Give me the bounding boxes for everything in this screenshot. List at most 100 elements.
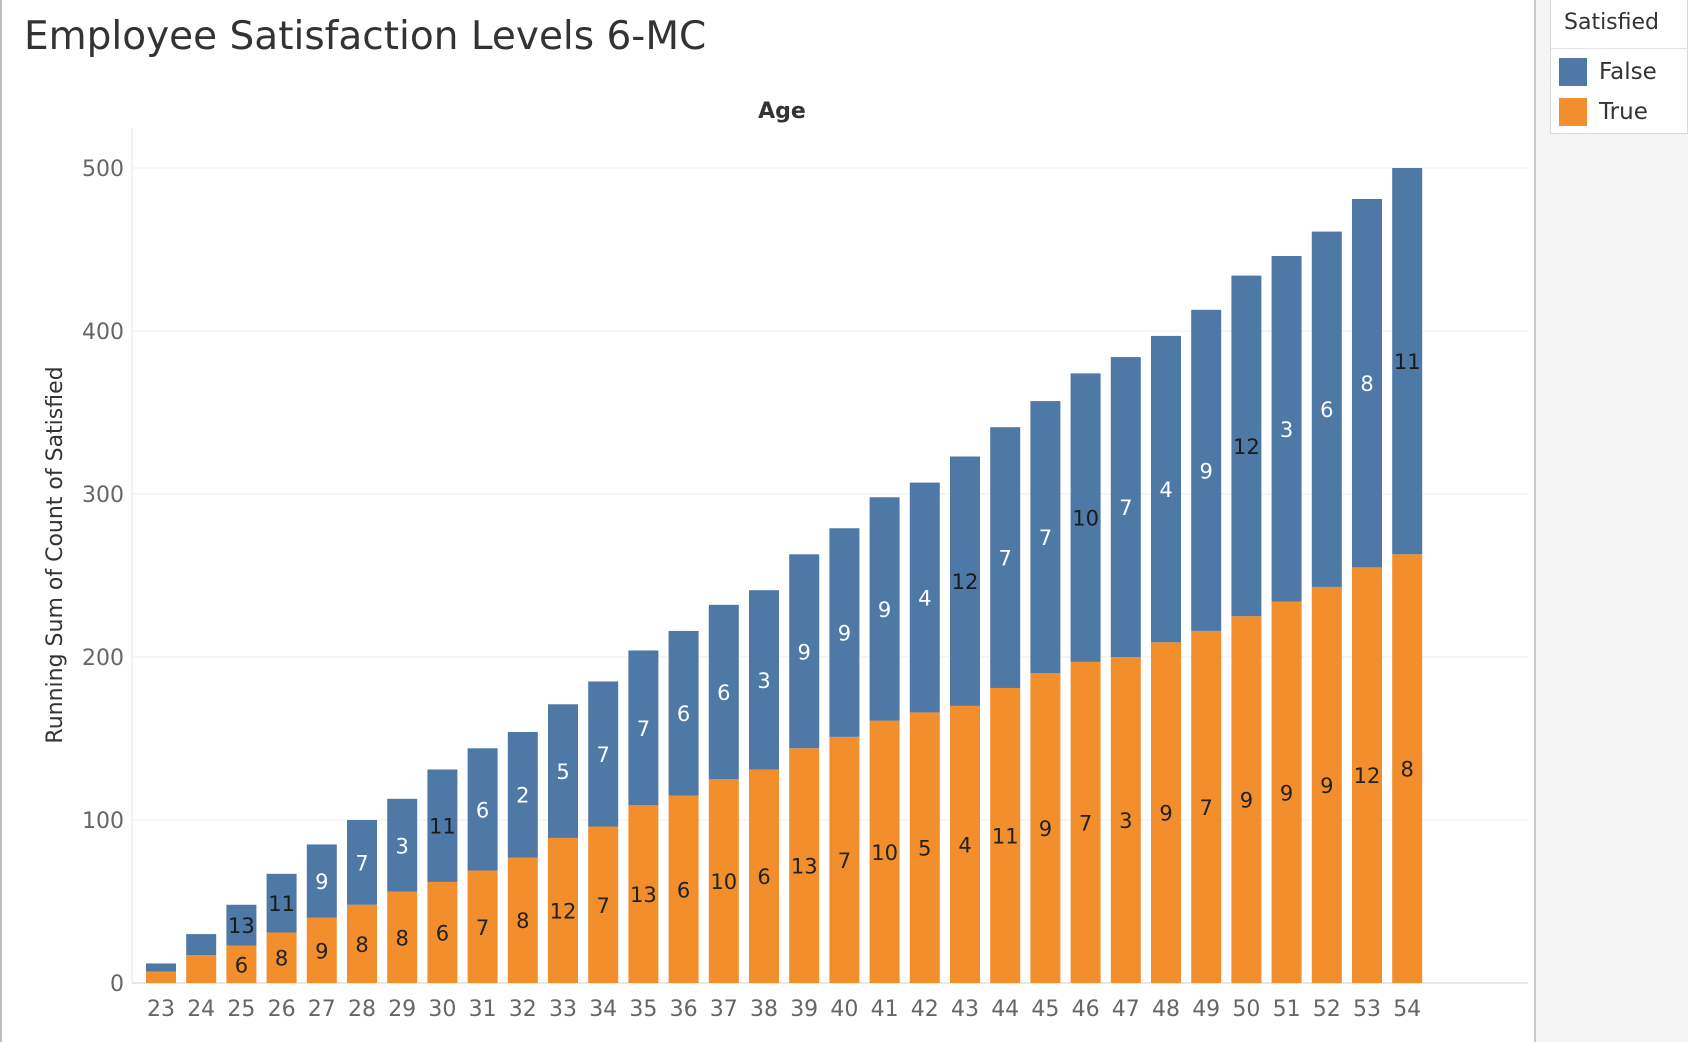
bar-false[interactable]: [1271, 256, 1302, 602]
bar-false[interactable]: [1151, 335, 1181, 643]
bar-false[interactable]: [789, 554, 820, 749]
bar-true[interactable]: [1352, 567, 1382, 983]
bar-true[interactable]: [548, 837, 578, 983]
data-label-true: 8: [355, 933, 368, 957]
bar-true[interactable]: [146, 971, 176, 983]
y-tick-label: 300: [82, 483, 124, 508]
bar-false[interactable]: [146, 963, 176, 972]
legend-item-false[interactable]: False: [1559, 58, 1657, 86]
stacked-bar-chart: 0 100 200 300 400 500 Age Running Sum of Count …: [43, 99, 1528, 1022]
x-tick-label: 32: [509, 997, 537, 1022]
bar-false[interactable]: [588, 681, 619, 827]
bar-true[interactable]: [909, 712, 940, 983]
bar-false[interactable]: [1110, 357, 1141, 657]
data-label-false: 9: [798, 640, 811, 664]
bar-true[interactable]: [1191, 630, 1222, 983]
data-label-true: 7: [1079, 811, 1092, 835]
data-label-true: 7: [838, 849, 851, 873]
x-tick-label: 34: [589, 997, 617, 1022]
bar-true[interactable]: [749, 769, 779, 983]
bar-true[interactable]: [708, 779, 739, 983]
bar-false[interactable]: [909, 482, 940, 713]
legend-label-false: False: [1599, 59, 1657, 85]
x-tick-label: 53: [1353, 997, 1381, 1022]
data-label-false: 11: [1394, 350, 1421, 374]
y-tick-label: 100: [82, 809, 124, 834]
bar-true[interactable]: [1231, 616, 1262, 983]
bar-true[interactable]: [1271, 601, 1302, 983]
bar-true[interactable]: [1030, 673, 1061, 983]
x-tick-label: 54: [1393, 997, 1421, 1022]
bar-true[interactable]: [588, 826, 619, 983]
bar-false[interactable]: [950, 456, 980, 706]
bar-false[interactable]: [226, 904, 257, 946]
bar-false[interactable]: [990, 427, 1021, 688]
bar-false[interactable]: [628, 650, 659, 806]
bar-false[interactable]: [387, 798, 418, 892]
bar-false[interactable]: [186, 934, 217, 956]
bar-true[interactable]: [467, 870, 498, 983]
data-label-true: 10: [710, 870, 737, 894]
x-tick-label: 29: [388, 997, 416, 1022]
bar-true[interactable]: [507, 857, 538, 983]
x-tick-label: 30: [428, 997, 456, 1022]
bar-false[interactable]: [427, 769, 458, 882]
x-tick-label: 27: [308, 997, 336, 1022]
bar-false[interactable]: [1352, 198, 1382, 568]
bar-true[interactable]: [1151, 642, 1181, 983]
bar-false[interactable]: [347, 820, 377, 905]
bar-false[interactable]: [1231, 275, 1262, 617]
bar-true[interactable]: [668, 795, 699, 983]
bar-true[interactable]: [1392, 554, 1423, 983]
x-tick-label: 33: [549, 997, 577, 1022]
bar-false[interactable]: [507, 731, 538, 858]
bar-true[interactable]: [950, 705, 980, 983]
bar-true[interactable]: [1110, 657, 1141, 983]
data-label-false: 7: [355, 851, 368, 875]
legend-item-true[interactable]: True: [1559, 98, 1648, 126]
bar-true[interactable]: [829, 736, 860, 983]
bar-true[interactable]: [990, 687, 1021, 983]
bar-false[interactable]: [1311, 231, 1342, 587]
bar-false[interactable]: [306, 844, 337, 918]
data-label-false: 2: [516, 784, 529, 808]
data-label-false: 6: [677, 702, 690, 726]
bar-true[interactable]: [789, 748, 820, 983]
bar-true[interactable]: [387, 891, 418, 983]
x-tick-label: 26: [268, 997, 296, 1022]
x-tick-label: 48: [1152, 997, 1180, 1022]
bar-false[interactable]: [1392, 168, 1423, 555]
bar-true[interactable]: [306, 917, 337, 983]
bar-false[interactable]: [1070, 373, 1101, 662]
bar-false[interactable]: [548, 704, 578, 838]
bar-true[interactable]: [869, 720, 900, 983]
bar-false[interactable]: [668, 630, 699, 796]
bar-true[interactable]: [226, 945, 257, 983]
bar-true[interactable]: [427, 881, 458, 983]
bar-false[interactable]: [1030, 401, 1061, 674]
bar-false[interactable]: [749, 590, 779, 770]
bar-false[interactable]: [829, 528, 860, 737]
bar-true[interactable]: [1070, 661, 1101, 983]
bar-false[interactable]: [869, 497, 900, 721]
bar-true[interactable]: [1311, 586, 1342, 983]
bar-true[interactable]: [628, 805, 659, 983]
x-tick-label: 46: [1072, 997, 1100, 1022]
data-label-false: 9: [1200, 459, 1213, 483]
data-label-false: 7: [1119, 496, 1132, 520]
bar-false[interactable]: [266, 873, 297, 933]
data-label-true: 8: [516, 909, 529, 933]
bar-true[interactable]: [186, 955, 217, 983]
y-tick-label: 400: [82, 320, 124, 345]
data-label-false: 4: [918, 587, 931, 611]
data-label-false: 11: [268, 892, 295, 916]
bar-true[interactable]: [347, 904, 377, 983]
bar-false[interactable]: [467, 748, 498, 871]
bar-true[interactable]: [266, 932, 297, 983]
bar-false[interactable]: [708, 604, 739, 780]
data-label-false: 13: [228, 914, 255, 938]
bar-false[interactable]: [1191, 309, 1222, 631]
data-label-true: 9: [1280, 781, 1293, 805]
y-tick-label: 500: [82, 157, 124, 182]
data-label-false: 3: [757, 669, 770, 693]
